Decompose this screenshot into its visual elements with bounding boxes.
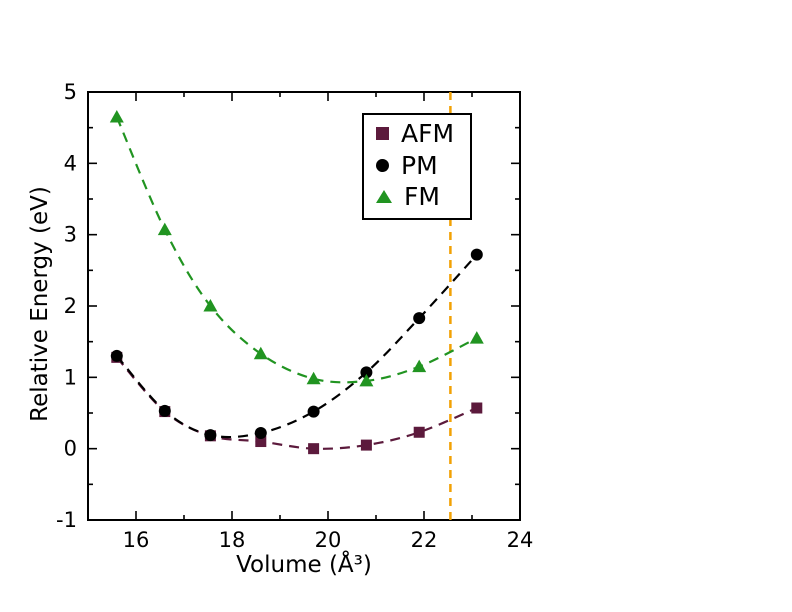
svg-text:5: 5 [64,80,77,104]
svg-text:3: 3 [64,223,77,247]
svg-text:0: 0 [64,437,77,461]
y-axis-label: Relative Energy (eV) [27,186,53,422]
legend-item-fm: FM [376,183,454,211]
svg-text:24: 24 [507,528,534,552]
legend-label-afm: AFM [401,119,455,148]
svg-text:2: 2 [64,294,77,318]
svg-text:20: 20 [315,528,342,552]
svg-text:18: 18 [219,528,246,552]
svg-text:22: 22 [411,528,438,552]
legend-label-pm: PM [401,150,438,180]
fm-triangle-marker-icon [376,190,392,204]
legend: AFM PM FM [362,113,473,220]
svg-text:-1: -1 [56,508,77,532]
legend-label-fm: FM [404,182,440,211]
svg-text:1: 1 [64,365,77,389]
pm-circle-marker-icon [376,158,389,172]
legend-item-afm: AFM [376,120,454,148]
legend-item-pm: PM [376,150,454,180]
svg-text:16: 16 [123,528,150,552]
x-axis-label: Volume (Å³) [236,552,372,578]
svg-text:4: 4 [64,151,77,175]
afm-square-marker-icon [376,127,389,141]
